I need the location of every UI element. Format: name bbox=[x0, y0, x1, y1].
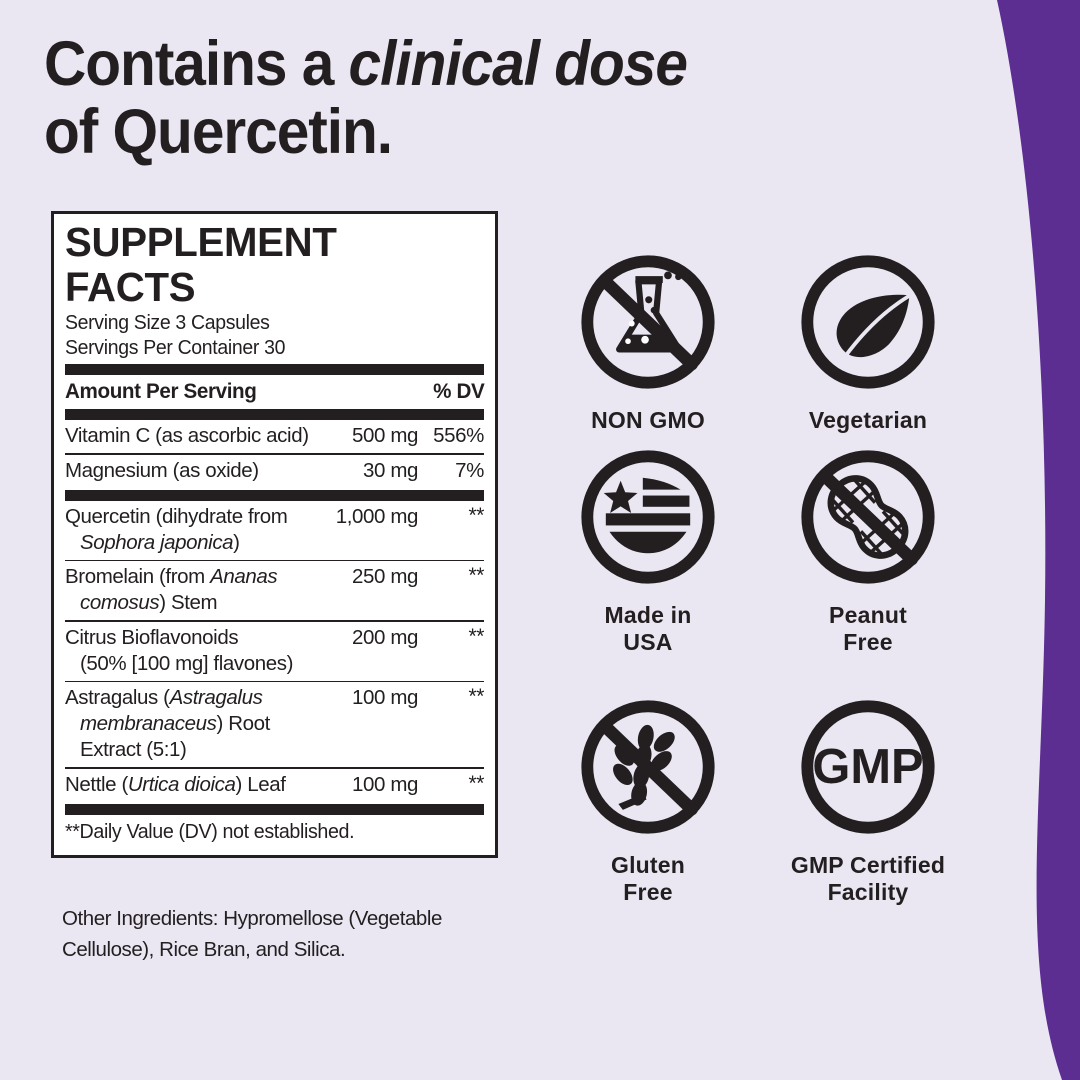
column-header-row: Amount Per Serving % DV bbox=[65, 375, 484, 407]
row-divider bbox=[65, 559, 484, 562]
badge-label: Vegetarian bbox=[808, 407, 928, 433]
supplement-facts-title: SUPPLEMENT FACTS bbox=[65, 219, 337, 310]
row-divider bbox=[65, 680, 484, 683]
headline-line-1-plain: Contains a bbox=[44, 29, 349, 99]
headline-line-1: Contains a clinical dose bbox=[44, 30, 825, 98]
leaf-icon bbox=[801, 255, 935, 389]
headline-line-2: of Quercetin. bbox=[44, 97, 393, 167]
nutrient-name: Bromelain (from Ananas comosus) Stem bbox=[65, 564, 320, 616]
other-ingredients-text: Other Ingredients: Hypromellose (Vegetab… bbox=[62, 907, 442, 961]
serving-size-text: Serving Size 3 Capsules bbox=[65, 311, 270, 334]
nutrient-amount: 100 mg bbox=[352, 772, 418, 796]
badge-made-in-usa: Made in USA bbox=[574, 443, 722, 693]
column-header-dv: % DV bbox=[432, 379, 485, 403]
nutrient-amount: 250 mg bbox=[352, 565, 418, 589]
usa-flag-icon bbox=[581, 450, 715, 584]
badge-vegetarian: Vegetarian bbox=[794, 248, 942, 443]
nutrient-name-continuation: comosus) Stem bbox=[65, 590, 320, 616]
nutrient-name: Magnesium (as oxide) bbox=[65, 458, 259, 482]
badge-label: GMP Certified Facility bbox=[790, 852, 946, 905]
no-peanut-icon bbox=[801, 450, 935, 584]
badge-non-gmo: NON GMO bbox=[574, 248, 722, 443]
servings-per-container-text: Servings Per Container 30 bbox=[65, 336, 286, 359]
nutrient-name-part2: ) Leaf bbox=[235, 772, 286, 796]
table-row: Quercetin (dihydrate from Sophora japonic… bbox=[65, 501, 484, 560]
gmp-icon: GMP bbox=[801, 700, 935, 834]
nutrient-name-part1: Quercetin (dihydrate from bbox=[65, 504, 288, 528]
nutrient-name: Nettle (Urtica dioica) Leaf bbox=[65, 772, 320, 798]
badge-gmp-certified: GMP GMP Certified Facility bbox=[791, 693, 945, 943]
badge-label: Gluten Free bbox=[610, 852, 686, 905]
daily-value-footnote: **Daily Value (DV) not established. bbox=[65, 819, 355, 843]
gmp-inner-text: GMP bbox=[812, 740, 923, 794]
nutrient-name-part1: Bromelain (from bbox=[65, 565, 205, 589]
nutrient-name-part1: Astragalus ( bbox=[65, 686, 170, 710]
badge-peanut-free: Peanut Free bbox=[794, 443, 942, 693]
nutrient-name-latin: Urtica dioica bbox=[127, 772, 236, 796]
nutrient-name-continuation: membranaceus) Root bbox=[80, 712, 270, 736]
headline-line-1-emphasis: clinical dose bbox=[348, 29, 688, 99]
table-row: Vitamin C (as ascorbic acid) 500 mg 556% bbox=[65, 420, 484, 453]
nutrient-name-latin: Sophora japonica bbox=[80, 530, 234, 554]
badge-label: Peanut Free bbox=[829, 602, 907, 655]
table-row: Bromelain (from Ananas comosus) Stem 250 … bbox=[65, 561, 484, 620]
nutrient-name-continuation: (50% [100 mg] flavones) bbox=[80, 651, 293, 675]
nutrient-amount: 500 mg bbox=[352, 424, 418, 447]
nutrient-name: Vitamin C (as ascorbic acid) bbox=[65, 424, 309, 447]
nutrient-name: Citrus Bioflavonoids (50% [100 mg] flavon… bbox=[65, 625, 320, 677]
nutrient-name-continuation: Sophora japonica) bbox=[65, 530, 320, 556]
nutrient-name-part1: Citrus Bioflavonoids bbox=[65, 625, 239, 649]
row-divider bbox=[65, 453, 484, 455]
nutrient-name-part2: ) bbox=[233, 530, 240, 554]
nutrient-dv: ** bbox=[468, 771, 484, 795]
row-divider bbox=[65, 767, 484, 769]
table-row: Astragalus (Astragalus membranaceus) Root… bbox=[65, 682, 484, 767]
nutrient-amount: 30 mg bbox=[363, 458, 418, 482]
table-row: Nettle (Urtica dioica) Leaf 100 mg ** bbox=[65, 769, 484, 802]
nutrient-dv: ** bbox=[468, 624, 484, 648]
no-gmo-flask-icon bbox=[581, 255, 715, 389]
nutrient-amount: 200 mg bbox=[352, 625, 418, 649]
nutrient-name-continuation-2: Extract (5:1) bbox=[80, 738, 187, 762]
supplement-facts-panel: SUPPLEMENT FACTS Serving Size 3 Capsules… bbox=[51, 211, 498, 858]
nutrient-amount: 1,000 mg bbox=[335, 504, 419, 528]
divider-bar-thick-under-header bbox=[65, 409, 484, 420]
badge-gluten-free: Gluten Free bbox=[574, 693, 722, 943]
nutrient-name-latin-lead: Ananas bbox=[210, 565, 278, 589]
badge-label: NON GMO bbox=[591, 407, 705, 433]
table-row: Magnesium (as oxide) 30 mg 7% bbox=[65, 455, 484, 488]
nutrient-dv: ** bbox=[468, 503, 484, 527]
nutrient-name-latin: membranaceus bbox=[80, 712, 217, 736]
nutrient-amount: 100 mg bbox=[352, 686, 418, 710]
nutrient-dv: 7% bbox=[455, 458, 484, 482]
no-wheat-icon bbox=[581, 700, 715, 834]
nutrient-dv: 556% bbox=[433, 424, 484, 447]
swoosh-shape bbox=[997, 0, 1080, 1080]
badge-label: Made in USA bbox=[604, 602, 692, 655]
nutrient-name-part2: ) Stem bbox=[159, 591, 218, 615]
nutrient-name-latin-lead: Astragalus bbox=[169, 686, 263, 710]
table-row: Citrus Bioflavonoids (50% [100 mg] flavon… bbox=[65, 622, 484, 681]
divider-bar-thick-bottom bbox=[65, 803, 484, 815]
nutrient-name-latin: comosus bbox=[80, 591, 160, 615]
nutrient-dv: ** bbox=[468, 564, 484, 588]
nutrient-dv: ** bbox=[468, 685, 484, 709]
column-header-amount: Amount Per Serving bbox=[65, 379, 257, 403]
nutrient-name-part1: Nettle ( bbox=[65, 772, 128, 796]
nutrient-name: Quercetin (dihydrate from Sophora japonic… bbox=[65, 504, 320, 556]
divider-bar-thick-top bbox=[65, 364, 484, 375]
certification-badge-grid: NON GMO Vegetarian Made in USA bbox=[538, 248, 978, 943]
divider-bar-thick-middle bbox=[65, 489, 484, 501]
row-divider bbox=[65, 620, 484, 622]
nutrient-name: Astragalus (Astragalus membranaceus) Root… bbox=[65, 685, 320, 763]
page-headline: Contains a clinical dose of Quercetin. bbox=[44, 30, 884, 166]
